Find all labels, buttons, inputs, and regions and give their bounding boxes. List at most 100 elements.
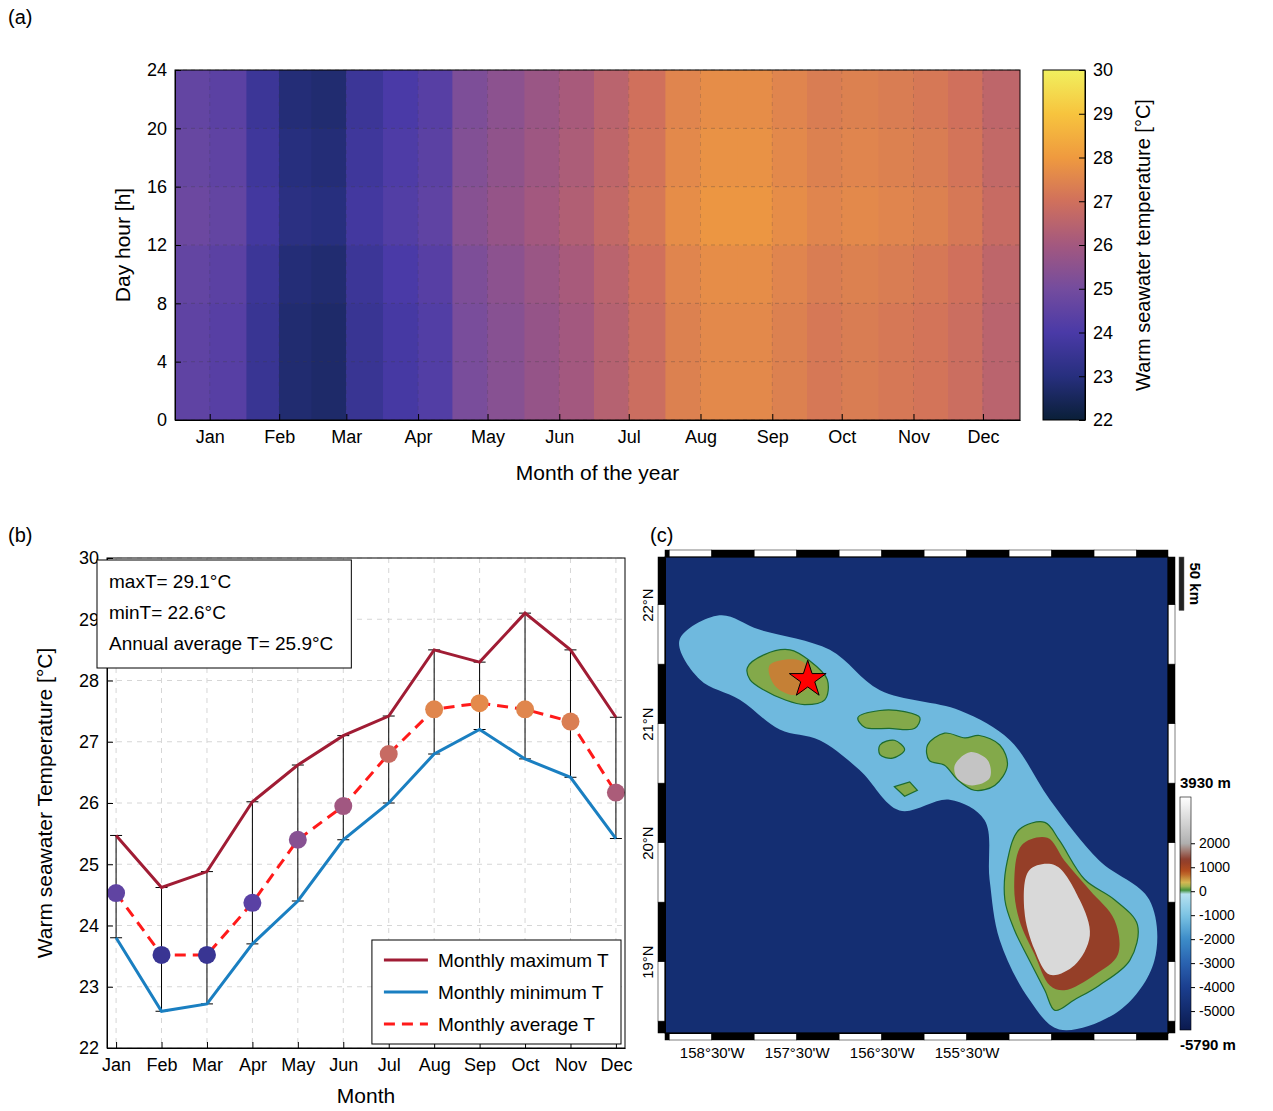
y-tick: 23 — [79, 977, 113, 997]
heat-cell — [525, 303, 560, 361]
y-tick: 26 — [79, 793, 113, 813]
heat-cell — [772, 70, 807, 128]
y-tick-label: 28 — [79, 671, 99, 691]
heat-cell — [842, 245, 879, 303]
colorbar-tick-mark — [1079, 70, 1085, 71]
heat-cell — [807, 362, 842, 420]
y-tick-label: 24 — [147, 60, 167, 80]
y-tick-label: 19°N — [639, 945, 656, 979]
heat-cell — [346, 362, 383, 420]
elevation-area — [926, 733, 1007, 791]
x-tick-mark — [983, 414, 984, 420]
x-tick-mark — [252, 1042, 253, 1048]
heat-cell — [879, 128, 914, 186]
grid-line — [628, 70, 629, 420]
heat-cell — [738, 128, 773, 186]
heat-cell — [701, 362, 738, 420]
frame-segment — [924, 1033, 966, 1040]
colorbar-tick: 29 — [1079, 104, 1113, 124]
x-tick-label: Apr — [239, 1055, 267, 1075]
plot-frame — [665, 557, 1168, 1033]
y-tick-label: 20 — [147, 119, 167, 139]
frame-segment — [1052, 550, 1094, 557]
colorbar-tick: 25 — [1079, 279, 1113, 299]
frame-segment — [1168, 902, 1175, 962]
series-line — [116, 703, 616, 955]
colorbar-tick-label: 0 — [1199, 883, 1207, 899]
heat-cell — [279, 187, 311, 245]
heat-cell — [594, 128, 629, 186]
frame-segment — [658, 1021, 665, 1033]
heat-cell — [312, 128, 347, 186]
series-marker — [516, 700, 534, 718]
y-tick-mark — [175, 128, 181, 129]
frame-segment — [712, 1033, 754, 1040]
frame-segment — [665, 550, 669, 557]
colorbar-tick-label: 23 — [1093, 367, 1113, 387]
heat-cell — [210, 187, 247, 245]
legend: Monthly maximum TMonthly minimum TMonthl… — [372, 940, 621, 1044]
x-tick-label: Mar — [331, 427, 362, 447]
series-marker — [380, 745, 398, 763]
heat-cell — [807, 128, 842, 186]
heat-cell — [879, 245, 914, 303]
heat-cell — [948, 128, 983, 186]
heat-cell — [247, 128, 279, 186]
colorbar-tick-mark — [1079, 376, 1085, 377]
heat-cell — [247, 70, 279, 128]
heat-cell — [312, 187, 347, 245]
y-tick: 22°N — [639, 588, 665, 622]
y-tick-label: 4 — [157, 352, 167, 372]
x-tick-label: Mar — [192, 1055, 223, 1075]
plot-data — [107, 613, 625, 1011]
x-tick: Mar — [192, 1042, 223, 1075]
heat-cell — [175, 187, 210, 245]
y-tick-label: 29 — [79, 610, 99, 630]
heat-cell — [983, 362, 1020, 420]
colorbar-tick-label: -4000 — [1199, 979, 1235, 995]
elevation-area — [1004, 822, 1138, 1011]
heat-cell — [914, 187, 949, 245]
frame-segment — [1052, 1033, 1094, 1040]
x-tick: Mar — [331, 414, 362, 447]
x-tick: Apr — [405, 414, 433, 447]
colorbar-tick-mark — [1079, 420, 1085, 421]
frame-segment — [658, 783, 665, 843]
series-marker — [607, 784, 625, 802]
x-tick: Jul — [378, 1042, 401, 1075]
x-tick-label: Sep — [757, 427, 789, 447]
x-tick: Feb — [264, 414, 295, 447]
elevation-area — [679, 615, 1157, 1030]
heat-cell — [701, 128, 738, 186]
y-tick: 24 — [79, 916, 113, 936]
plot-frame — [175, 70, 1020, 420]
error-bar — [246, 802, 258, 944]
y-tick-label: 22 — [79, 1038, 99, 1058]
y-axis-title: Day hour [h] — [111, 188, 134, 302]
heat-cell — [247, 303, 279, 361]
heat-cell — [666, 303, 701, 361]
x-tick-label: 156°30'W — [850, 1044, 916, 1061]
colorbar-tick: 28 — [1079, 148, 1113, 168]
error-bar-stem — [615, 717, 616, 838]
y-tick: 25 — [79, 855, 113, 875]
series-marker — [471, 694, 489, 712]
y-tick-mark — [175, 303, 181, 304]
colorbar-tick-mark — [1191, 843, 1195, 844]
x-tick-mark — [279, 414, 280, 420]
colorbar-tick: 1000 — [1191, 859, 1230, 875]
grid-line — [107, 925, 625, 926]
heat-cell — [346, 245, 383, 303]
map-data — [665, 557, 1168, 1033]
panel-b: (b)JanFebMarAprMayJunJulAugSepOctNovDec2… — [8, 524, 632, 1107]
y-tick: 8 — [157, 294, 181, 314]
error-bar — [337, 736, 349, 840]
heat-cell — [210, 303, 247, 361]
x-tick: Nov — [898, 414, 930, 447]
x-tick: Jul — [618, 414, 641, 447]
frame-segment — [839, 1033, 881, 1040]
annotation-frame — [97, 560, 351, 668]
heat-cell — [418, 128, 453, 186]
colorbar-tick-mark — [1079, 289, 1085, 290]
frame-segment — [1094, 550, 1136, 557]
